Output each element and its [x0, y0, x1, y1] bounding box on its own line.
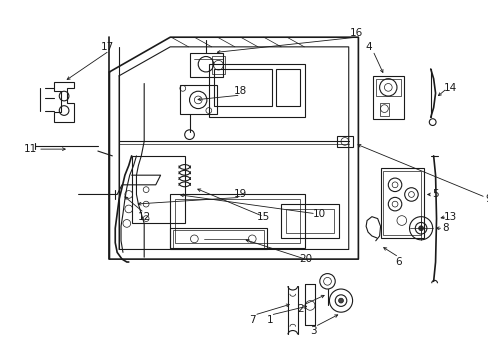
Bar — [131, 156, 184, 224]
Text: 12: 12 — [137, 212, 150, 222]
Text: 1: 1 — [267, 315, 273, 325]
Text: 14: 14 — [443, 83, 456, 93]
Bar — [379, 103, 388, 116]
Text: 7: 7 — [248, 315, 255, 325]
Bar — [180, 85, 216, 114]
Bar — [281, 204, 338, 238]
Circle shape — [338, 298, 343, 303]
Text: 10: 10 — [313, 209, 325, 219]
Bar — [380, 168, 423, 238]
Bar — [211, 57, 225, 74]
Bar — [170, 194, 305, 248]
Bar — [336, 136, 352, 147]
Text: 2: 2 — [297, 304, 303, 314]
Bar — [285, 209, 334, 233]
Bar — [276, 69, 300, 106]
Bar — [170, 228, 266, 249]
Text: 16: 16 — [349, 28, 362, 39]
Text: 3: 3 — [309, 325, 316, 336]
Text: 15: 15 — [257, 212, 270, 222]
Bar — [375, 79, 400, 96]
Text: 5: 5 — [431, 189, 438, 199]
Bar — [372, 76, 403, 119]
Bar — [213, 69, 271, 106]
Text: 17: 17 — [101, 42, 114, 52]
Text: 8: 8 — [441, 223, 447, 233]
Bar — [189, 53, 223, 77]
Text: 4: 4 — [365, 42, 371, 52]
Text: 20: 20 — [298, 254, 311, 264]
Text: 19: 19 — [234, 189, 247, 199]
Bar — [208, 64, 305, 117]
Text: 18: 18 — [234, 86, 247, 96]
Bar — [175, 199, 300, 243]
Text: 6: 6 — [395, 257, 402, 267]
Text: 11: 11 — [23, 144, 37, 154]
Bar — [383, 171, 420, 235]
Text: 9: 9 — [484, 194, 488, 204]
Text: 13: 13 — [443, 212, 456, 222]
Circle shape — [418, 226, 423, 231]
Bar — [173, 230, 264, 248]
